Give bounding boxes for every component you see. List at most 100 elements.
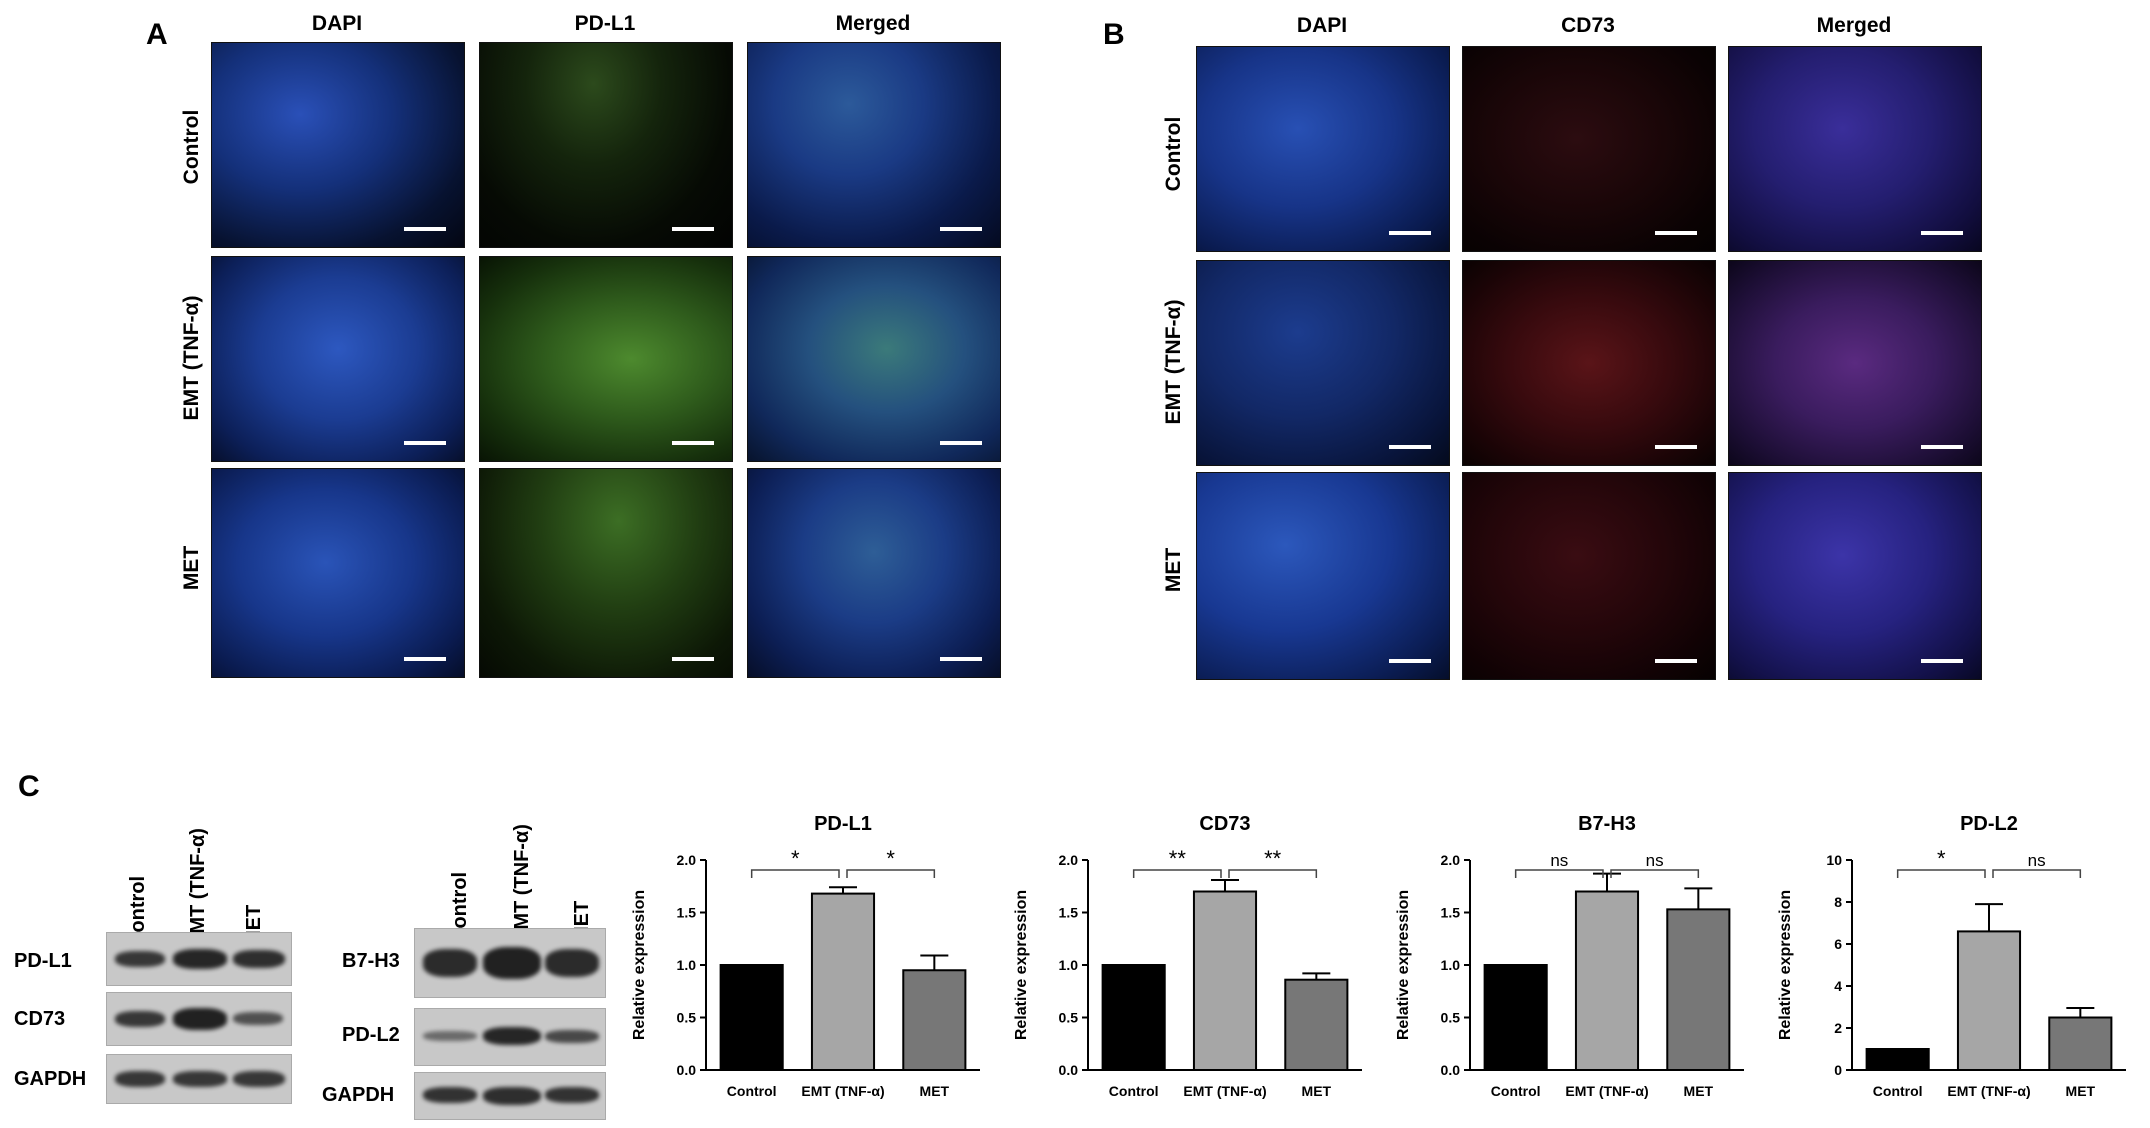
- panel-b-row-control: Control: [1162, 116, 1185, 192]
- scale-bar: [672, 441, 714, 445]
- y-tick-label: 2.0: [1441, 852, 1461, 868]
- x-tick-label: MET: [2066, 1083, 2096, 1099]
- significance-label: *: [791, 846, 800, 871]
- x-tick-label: Control: [1873, 1083, 1923, 1099]
- band: [173, 1071, 227, 1087]
- y-tick-label: 2.0: [1059, 852, 1079, 868]
- blot2-strip-b7h3: [414, 928, 606, 998]
- scale-bar: [1921, 659, 1963, 663]
- scale-bar: [404, 657, 446, 661]
- scale-bar: [1921, 231, 1963, 235]
- micrograph-a-met-dapi: [211, 468, 465, 678]
- blot1-label-pdl1: PD-L1: [14, 950, 72, 972]
- panel-c-letter: C: [18, 770, 40, 803]
- panel-a-col-dapi: DAPI: [311, 12, 363, 35]
- y-tick-label: 6: [1834, 936, 1842, 952]
- bar: [1666, 908, 1731, 1071]
- x-tick-label: EMT (TNF-α): [1565, 1083, 1648, 1099]
- y-axis-label: Relative expression: [1777, 890, 1794, 1040]
- blot2-label-b7h3: B7-H3: [342, 950, 400, 972]
- band: [423, 1087, 477, 1103]
- panel-b-col-cd73: CD73: [1561, 14, 1615, 37]
- y-tick-label: 0.0: [677, 1062, 697, 1078]
- band: [115, 951, 165, 967]
- scale-bar: [940, 441, 982, 445]
- scale-bar: [672, 227, 714, 231]
- chart-title: CD73: [1199, 813, 1250, 835]
- y-tick-label: 0.5: [1059, 1010, 1079, 1026]
- y-axis-label: Relative expression: [1395, 890, 1412, 1040]
- band: [545, 949, 599, 977]
- band: [233, 1012, 283, 1025]
- micrograph-a-control-pdl1: [479, 42, 733, 248]
- micrograph-b-met-dapi: [1196, 472, 1450, 680]
- y-tick-label: 0.0: [1441, 1062, 1461, 1078]
- x-tick-label: Control: [727, 1083, 777, 1099]
- x-tick-label: EMT (TNF-α): [1183, 1083, 1266, 1099]
- significance-bracket: [1896, 869, 1986, 878]
- band: [483, 1027, 541, 1045]
- significance-label: *: [1937, 846, 1946, 871]
- x-tick-label: EMT (TNF-α): [801, 1083, 884, 1099]
- bar: [2048, 1016, 2113, 1071]
- bar: [902, 969, 967, 1071]
- panel-a-row-met: MET: [180, 545, 203, 591]
- micrograph-a-met-pdl1: [479, 468, 733, 678]
- x-tick-label: MET: [920, 1083, 950, 1099]
- panel-a-letter: A: [146, 18, 168, 51]
- panel-a-col-pdl1: PD-L1: [574, 12, 636, 35]
- significance-bracket: [750, 869, 840, 878]
- blot2-label-gapdh: GAPDH: [322, 1084, 395, 1106]
- significance-bracket: [1992, 869, 2082, 878]
- panel-b-row-emt: EMT (TNF-α): [1162, 299, 1185, 425]
- band: [483, 947, 541, 979]
- blot1-lane-emt: EMT (TNF-α): [187, 828, 209, 947]
- blot1-strip-gapdh: [106, 1054, 292, 1104]
- band: [233, 1071, 285, 1087]
- y-tick-label: 0.5: [677, 1010, 697, 1026]
- micrograph-b-control-cd73: [1462, 46, 1716, 252]
- micrograph-b-control-dapi: [1196, 46, 1450, 252]
- blot1-strip-cd73: [106, 992, 292, 1046]
- micrograph-b-emt-cd73: [1462, 260, 1716, 466]
- band: [173, 949, 227, 969]
- scale-bar: [1655, 231, 1697, 235]
- y-tick-label: 4: [1834, 978, 1842, 994]
- y-tick-label: 2: [1834, 1020, 1842, 1036]
- bar: [1956, 930, 2022, 1071]
- chart-cd73: CD73 Relative expression 0.0 0.5 1.0 1.5 2.0 Co…: [1013, 813, 1362, 1099]
- scale-bar: [1921, 445, 1963, 449]
- band: [545, 1087, 599, 1103]
- panel-a-row-emt: EMT (TNF-α): [180, 295, 203, 421]
- micrograph-a-emt-merged: [747, 256, 1001, 462]
- blot1-label-gapdh: GAPDH: [14, 1068, 87, 1090]
- micrograph-a-met-merged: [747, 468, 1001, 678]
- x-tick-label: MET: [1684, 1083, 1714, 1099]
- micrograph-b-emt-merged: [1728, 260, 1982, 466]
- significance-label: **: [1169, 846, 1187, 871]
- panel-a-col-merged: Merged: [835, 12, 911, 35]
- scale-bar: [404, 227, 446, 231]
- y-tick-label: 1.0: [1059, 957, 1079, 973]
- panel-b-col-merged: Merged: [1816, 14, 1892, 37]
- y-tick-label: 1.0: [1441, 957, 1461, 973]
- micrograph-a-emt-pdl1: [479, 256, 733, 462]
- micrograph-b-met-cd73: [1462, 472, 1716, 680]
- y-axis-label: Relative expression: [631, 890, 648, 1040]
- scale-bar: [940, 657, 982, 661]
- micrograph-a-emt-dapi: [211, 256, 465, 462]
- significance-label: *: [886, 846, 895, 871]
- y-tick-label: 8: [1834, 894, 1842, 910]
- band: [173, 1008, 227, 1030]
- panel-b-letter: B: [1103, 18, 1125, 51]
- micrograph-b-met-merged: [1728, 472, 1982, 680]
- scale-bar: [672, 657, 714, 661]
- band: [423, 949, 477, 977]
- y-tick-label: 0.0: [1059, 1062, 1079, 1078]
- blot1-label-cd73: CD73: [14, 1008, 66, 1030]
- y-tick-label: 1.5: [1441, 905, 1461, 921]
- bar: [1865, 1048, 1930, 1071]
- band: [115, 1011, 165, 1027]
- panel-b-row-met: MET: [1162, 547, 1185, 593]
- significance-label: ns: [2028, 851, 2046, 870]
